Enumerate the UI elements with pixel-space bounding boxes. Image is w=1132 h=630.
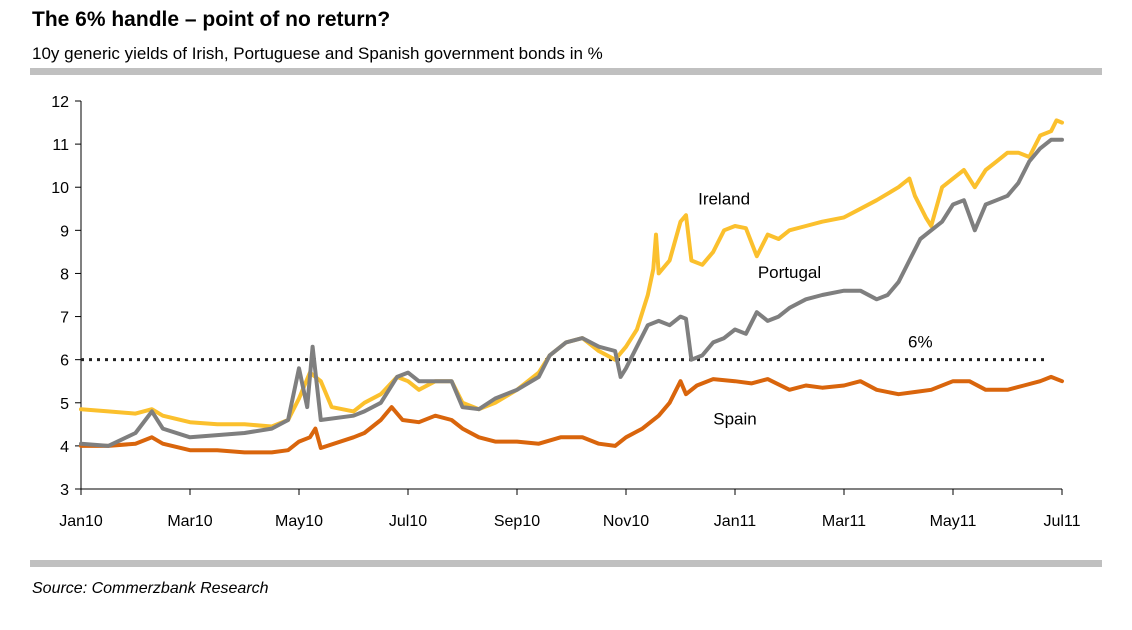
x-tick-label: Nov10 (603, 513, 649, 530)
y-tick-label: 3 (60, 482, 69, 499)
ireland-series-label: Ireland (698, 189, 750, 208)
x-tick-label: May11 (930, 513, 977, 530)
x-tick-label: Mar10 (167, 513, 212, 530)
x-tick-label: Jan10 (59, 513, 103, 530)
y-tick-label: 12 (51, 94, 69, 111)
ireland-series-line (79, 118, 1064, 429)
bottom-divider (30, 560, 1102, 567)
x-tick-label: Jul10 (389, 513, 427, 530)
y-tick-label: 8 (60, 266, 69, 283)
y-tick-label: 6 (60, 353, 69, 370)
y-tick-label: 10 (51, 180, 69, 197)
x-tick-label: May10 (275, 513, 323, 530)
x-tick-label: Mar11 (822, 513, 866, 530)
y-tick-label: 11 (52, 137, 69, 154)
portugal-series-line (79, 137, 1064, 448)
chart-title: The 6% handle – point of no return? (32, 8, 391, 31)
y-tick-label: 7 (60, 310, 69, 327)
threshold-label: 6% (908, 333, 933, 352)
chart-subtitle: 10y generic yields of Irish, Portuguese … (32, 44, 603, 63)
top-divider (30, 68, 1102, 75)
x-tick-label: Jul11 (1043, 513, 1080, 530)
x-tick-label: Jan11 (714, 513, 757, 530)
source-note: Source: Commerzbank Research (32, 580, 269, 597)
y-tick-label: 9 (60, 223, 69, 240)
spain-series-line (79, 374, 1064, 455)
portugal-series-label: Portugal (758, 263, 821, 282)
y-tick-label: 5 (60, 396, 69, 413)
y-tick-label: 4 (60, 439, 69, 456)
x-tick-label: Sep10 (494, 513, 540, 530)
spain-series-label: Spain (713, 409, 756, 428)
